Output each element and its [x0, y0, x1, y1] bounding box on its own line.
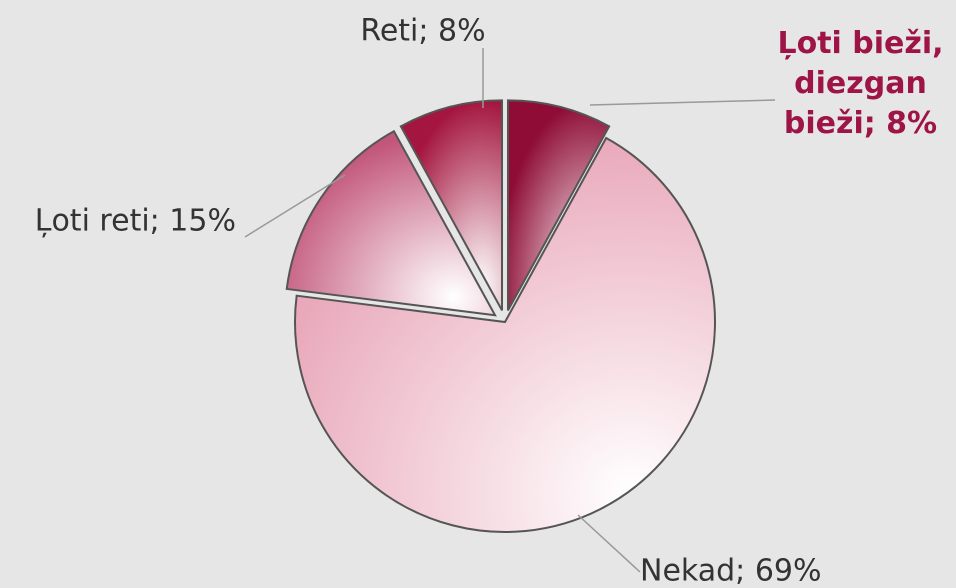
pie-slice [506, 99, 611, 311]
leader-line [244, 174, 346, 238]
data-label-box: Ļoti bieži, diezgan bieži; 8% [777, 26, 944, 141]
data-label: Reti; 8% [360, 14, 485, 49]
data-label: Ļoti bieži, diezgan bieži; 8% [777, 26, 944, 141]
pie-slice [285, 129, 497, 317]
leader-line [577, 514, 641, 573]
leader-line [589, 99, 776, 106]
data-label: Nekad; 69% [640, 554, 822, 588]
pie-slice [294, 136, 716, 533]
pie-slice [399, 99, 504, 311]
data-label: Ļoti reti; 15% [35, 204, 236, 239]
